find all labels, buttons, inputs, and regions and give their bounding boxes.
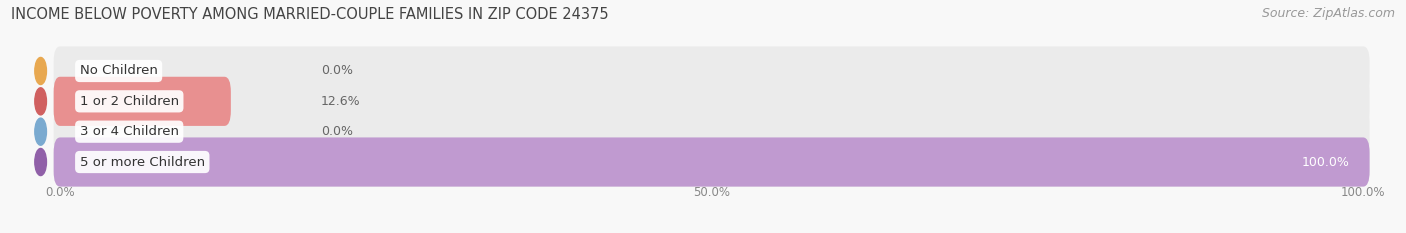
- FancyBboxPatch shape: [53, 137, 1369, 187]
- FancyBboxPatch shape: [53, 77, 231, 126]
- Circle shape: [35, 148, 46, 175]
- FancyBboxPatch shape: [53, 77, 1369, 126]
- Circle shape: [35, 58, 46, 85]
- Text: 12.6%: 12.6%: [321, 95, 360, 108]
- Text: 3 or 4 Children: 3 or 4 Children: [80, 125, 179, 138]
- FancyBboxPatch shape: [53, 137, 1369, 187]
- Text: 0.0%: 0.0%: [321, 65, 353, 78]
- Circle shape: [35, 118, 46, 145]
- Text: 1 or 2 Children: 1 or 2 Children: [80, 95, 179, 108]
- Text: No Children: No Children: [80, 65, 157, 78]
- Text: INCOME BELOW POVERTY AMONG MARRIED-COUPLE FAMILIES IN ZIP CODE 24375: INCOME BELOW POVERTY AMONG MARRIED-COUPL…: [11, 7, 609, 22]
- FancyBboxPatch shape: [53, 107, 1369, 156]
- Text: Source: ZipAtlas.com: Source: ZipAtlas.com: [1261, 7, 1395, 20]
- Text: 0.0%: 0.0%: [321, 125, 353, 138]
- Text: 100.0%: 100.0%: [1302, 155, 1350, 168]
- Text: 5 or more Children: 5 or more Children: [80, 155, 205, 168]
- FancyBboxPatch shape: [53, 46, 1369, 96]
- Circle shape: [35, 88, 46, 115]
